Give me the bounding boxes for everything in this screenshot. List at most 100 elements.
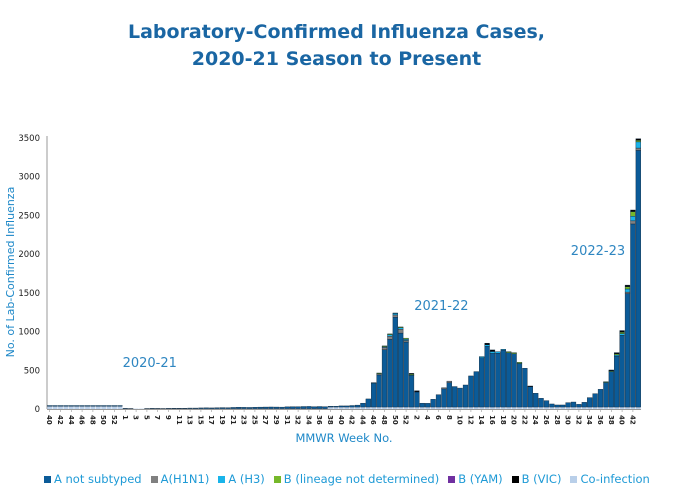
legend-swatch	[511, 475, 519, 483]
bar-segment-co-infection	[382, 407, 387, 409]
legend-item: B (VIC)	[511, 472, 561, 486]
bar-segment-b-vic	[619, 330, 625, 333]
bar-segment-co-infection	[619, 407, 625, 409]
bar-segment-co-infection	[554, 407, 560, 409]
x-tick-label: 40	[45, 415, 53, 425]
bar-segment-a-not-subtyped	[614, 355, 620, 408]
bar-segment-a-not-subtyped	[84, 405, 91, 407]
legend-label: A not subtyped	[54, 472, 142, 486]
season-annotation: 2022-23	[571, 244, 625, 259]
bar-segment-a-not-subtyped	[219, 407, 226, 409]
bar-segment-b-vic	[624, 284, 631, 287]
bar-segment-a-not-subtyped	[581, 402, 587, 408]
bar-segment-co-infection	[630, 407, 636, 409]
x-tick-label: 40	[618, 415, 626, 425]
bar-segment-a-not-subtyped	[295, 406, 301, 409]
bar-segment-b-lineage-not-determined	[506, 351, 512, 353]
bar-segment-b-lineage-not-determined	[630, 211, 636, 217]
bar-segment-a-not-subtyped	[408, 375, 415, 408]
x-tick-label: 29	[272, 415, 280, 425]
x-tick-label: 17	[207, 415, 215, 425]
bar-segment-a-not-subtyped	[533, 393, 539, 408]
bar-segment-a-not-subtyped	[333, 406, 339, 408]
bar-segment-co-infection	[398, 407, 404, 409]
bar-segment-co-infection	[90, 406, 96, 409]
x-tick-label: 46	[369, 415, 377, 425]
y-tick-label: 3500	[18, 134, 40, 144]
bar-segment-a-not-subtyped	[95, 405, 101, 407]
bar-segment-co-infection	[576, 407, 582, 409]
x-tick-label: 50	[391, 415, 399, 425]
bar-segment-co-infection	[117, 406, 123, 409]
legend-swatch	[448, 475, 456, 483]
bar-segment-a-not-subtyped	[63, 405, 69, 407]
bar-segment-co-infection	[349, 407, 355, 409]
x-tick-label: 42	[56, 415, 64, 425]
bar-segment-a-h3	[489, 351, 496, 354]
bar-segment-b-lineage-not-determined	[387, 333, 393, 335]
x-tick-label: 44	[67, 415, 75, 425]
bar-segment-b-lineage-not-determined	[603, 381, 609, 383]
x-tick-label: 10	[456, 415, 464, 425]
bar-segment-co-infection	[560, 407, 566, 409]
bar-segment-co-infection	[544, 407, 549, 409]
bar-segment-co-infection	[549, 407, 555, 409]
bar-segment-a-not-subtyped	[398, 332, 404, 408]
x-tick-label: 38	[607, 415, 615, 425]
legend-item: Co-infection	[570, 472, 650, 486]
bar-segment-a-not-subtyped	[543, 400, 550, 408]
x-tick-label: 36	[596, 415, 604, 425]
bar-segment-a-not-subtyped	[214, 407, 220, 409]
bar-segment-a-not-subtyped	[106, 405, 112, 407]
x-tick-label: 13	[186, 415, 194, 425]
bar-segment-b-vic	[484, 342, 490, 345]
bar-segment-b-lineage-not-determined	[635, 140, 641, 143]
bar-segment-a-not-subtyped	[484, 346, 490, 408]
bar-segment-b-lineage-not-determined	[381, 345, 388, 347]
bar-segment-a-not-subtyped	[290, 406, 296, 409]
bar-segment-a-not-subtyped	[252, 407, 258, 409]
bar-segment-a-not-subtyped	[522, 368, 528, 408]
bar-segment-a-not-subtyped	[468, 375, 474, 408]
bar-segment-a-not-subtyped	[354, 404, 361, 408]
bar-segment-a-not-subtyped	[74, 405, 80, 407]
bar-segment-b-vic	[527, 385, 533, 387]
bar-segment-co-infection	[457, 407, 463, 409]
bar-segment-co-infection	[328, 407, 333, 409]
x-tick-label: 42	[348, 415, 356, 425]
bar-segment-a-not-subtyped	[311, 406, 317, 409]
bar-segment-co-infection	[533, 407, 539, 409]
bar-segment-a-not-subtyped	[198, 407, 204, 409]
y-tick-label: 0	[35, 405, 40, 415]
x-tick-label: 7	[153, 415, 161, 420]
bar-segment-co-infection	[625, 407, 630, 409]
bar-segment-co-infection	[101, 406, 107, 409]
bar-segment-a-not-subtyped	[344, 405, 350, 408]
bar-segment-co-infection	[430, 407, 436, 409]
bar-segment-a-not-subtyped	[430, 399, 436, 408]
bar-segment-a-not-subtyped	[506, 352, 512, 408]
season-annotation: 2020-21	[123, 356, 177, 371]
bar-segment-co-infection	[490, 407, 495, 409]
bar-segment-a-not-subtyped	[79, 405, 85, 407]
bar-segment-a-h1n1	[403, 340, 409, 343]
y-tick-label: 1500	[18, 289, 40, 299]
x-tick-label: 26	[542, 415, 550, 425]
bar-segment-a-h1n1	[392, 314, 398, 318]
x-tick-label: 38	[326, 415, 334, 425]
bar-segment-a-not-subtyped	[68, 405, 74, 407]
x-tick-label: 14	[477, 415, 485, 425]
bar-segment-a-not-subtyped	[300, 406, 307, 409]
bar-segment-co-infection	[360, 407, 366, 409]
x-tick-label: 28	[553, 415, 561, 425]
x-tick-label: 30	[564, 415, 572, 425]
x-tick-label: 15	[196, 415, 204, 425]
x-tick-label: 5	[142, 415, 150, 420]
bar-segment-co-infection	[635, 407, 641, 409]
bar-segment-a-not-subtyped	[597, 389, 604, 408]
bar-segment-co-infection	[403, 407, 409, 409]
legend-item: A(H1N1)	[150, 472, 209, 486]
bar-segment-b-lineage-not-determined	[619, 331, 625, 334]
bar-segment-a-not-subtyped	[263, 406, 269, 409]
